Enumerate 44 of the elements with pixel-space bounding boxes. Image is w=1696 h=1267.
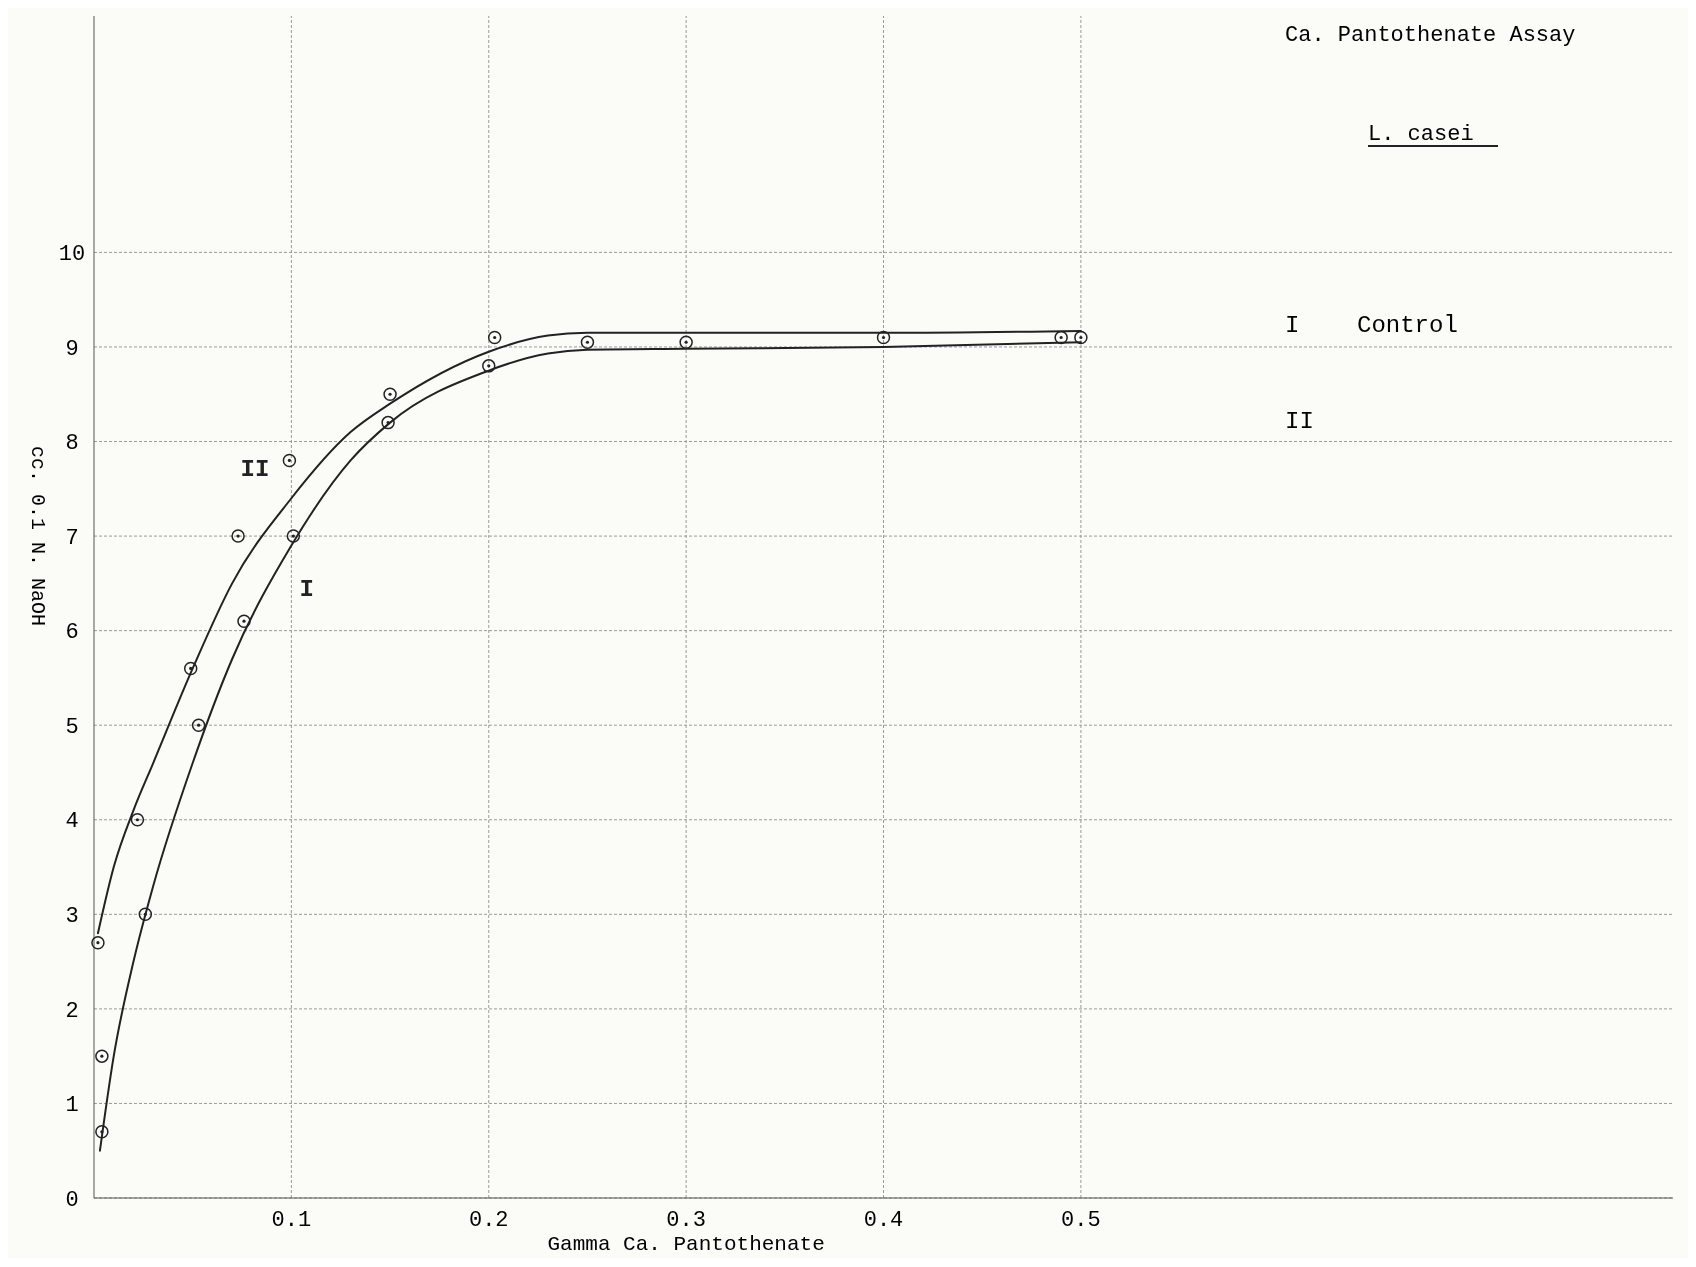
- y-tick-label: 0: [65, 1187, 79, 1213]
- point: [487, 330, 502, 345]
- text: L. casei: [1368, 122, 1474, 147]
- y-tick-label: 4: [65, 809, 79, 835]
- y-tick-label: 3: [65, 904, 79, 930]
- point: [679, 335, 693, 349]
- x-tick-label: 0.2: [468, 1208, 509, 1233]
- y-tick-label: 1: [65, 1093, 79, 1119]
- point: [91, 935, 105, 950]
- point: [286, 529, 301, 543]
- point: [231, 529, 245, 543]
- point: [1074, 330, 1088, 345]
- point: [282, 453, 297, 468]
- point: [191, 718, 206, 732]
- x-axis-title: Gamma Ca. Pantothenate: [547, 1233, 825, 1256]
- point: [130, 813, 145, 827]
- chart-title: Ca. Pantothenate Assay: [1285, 23, 1576, 48]
- y-axis-title: cc. 0.1 N. NaOH: [26, 446, 49, 627]
- point: [95, 1049, 109, 1063]
- point: [183, 661, 198, 676]
- annotation: I Control: [1285, 312, 1458, 339]
- y-tick-label: 6: [65, 620, 79, 646]
- series-label: II: [240, 456, 270, 484]
- point: [580, 335, 595, 349]
- y-tick-label: 9: [65, 336, 79, 362]
- point: [381, 415, 395, 430]
- y-tick-label: 8: [65, 431, 79, 457]
- x-tick-label: 0.5: [1061, 1208, 1101, 1233]
- x-tick-label: 0.3: [666, 1208, 706, 1233]
- point: [383, 387, 397, 401]
- point: [237, 614, 251, 628]
- annotation: II: [1285, 408, 1314, 435]
- point: [482, 359, 496, 373]
- point: [138, 907, 153, 922]
- y-tick-label: 10: [58, 242, 86, 268]
- series-label: I: [299, 575, 314, 603]
- y-tick-label: 5: [65, 714, 79, 740]
- point: [1054, 330, 1068, 345]
- point: [876, 330, 891, 345]
- y-tick-label: 2: [65, 998, 79, 1024]
- y-tick-label: 7: [65, 525, 79, 551]
- point: [95, 1125, 109, 1139]
- x-tick-label: 0.1: [271, 1208, 312, 1233]
- x-tick-label: 0.4: [863, 1208, 904, 1233]
